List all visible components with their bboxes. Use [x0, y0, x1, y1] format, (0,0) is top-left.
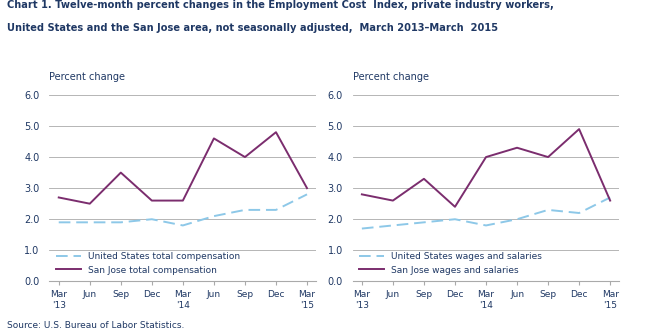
Text: United States and the San Jose area, not seasonally adjusted,  March 2013–March : United States and the San Jose area, not…	[7, 23, 498, 33]
San Jose total compensation	[148, 198, 156, 202]
United States total compensation	[241, 208, 249, 212]
San Jose wages and salaries	[544, 155, 552, 159]
Line: United States total compensation: United States total compensation	[59, 194, 307, 225]
Legend: United States wages and salaries, San Jose wages and salaries: United States wages and salaries, San Jo…	[355, 249, 546, 279]
San Jose total compensation	[117, 170, 125, 174]
San Jose wages and salaries	[606, 198, 614, 202]
United States total compensation	[303, 192, 311, 196]
United States wages and salaries	[358, 226, 366, 230]
United States wages and salaries	[606, 195, 614, 199]
San Jose wages and salaries	[358, 192, 366, 196]
Line: San Jose wages and salaries: San Jose wages and salaries	[362, 129, 610, 207]
United States total compensation	[210, 214, 218, 218]
San Jose total compensation	[210, 137, 218, 141]
United States wages and salaries	[451, 217, 459, 221]
San Jose wages and salaries	[513, 146, 521, 150]
San Jose total compensation	[272, 130, 280, 134]
United States wages and salaries	[389, 223, 397, 227]
Text: Source: U.S. Bureau of Labor Statistics.: Source: U.S. Bureau of Labor Statistics.	[7, 321, 184, 330]
San Jose total compensation	[179, 198, 187, 202]
United States wages and salaries	[544, 208, 552, 212]
United States total compensation	[86, 220, 94, 224]
Line: United States wages and salaries: United States wages and salaries	[362, 197, 610, 228]
United States wages and salaries	[482, 223, 490, 227]
United States wages and salaries	[575, 211, 583, 215]
United States total compensation	[272, 208, 280, 212]
San Jose wages and salaries	[482, 155, 490, 159]
San Jose total compensation	[86, 202, 94, 206]
United States total compensation	[117, 220, 125, 224]
San Jose total compensation	[55, 195, 63, 199]
Text: Chart 1. Twelve-month percent changes in the Employment Cost  Index, private ind: Chart 1. Twelve-month percent changes in…	[7, 0, 554, 10]
United States total compensation	[179, 223, 187, 227]
United States wages and salaries	[513, 217, 521, 221]
San Jose total compensation	[303, 186, 311, 190]
San Jose wages and salaries	[420, 177, 428, 181]
Text: Percent change: Percent change	[49, 72, 125, 82]
San Jose wages and salaries	[575, 127, 583, 131]
Line: San Jose total compensation: San Jose total compensation	[59, 132, 307, 204]
Text: Percent change: Percent change	[353, 72, 428, 82]
San Jose total compensation	[241, 155, 249, 159]
United States total compensation	[55, 220, 63, 224]
United States total compensation	[148, 217, 156, 221]
San Jose wages and salaries	[451, 205, 459, 209]
Legend: United States total compensation, San Jose total compensation: United States total compensation, San Jo…	[52, 249, 244, 279]
United States wages and salaries	[420, 220, 428, 224]
San Jose wages and salaries	[389, 198, 397, 202]
